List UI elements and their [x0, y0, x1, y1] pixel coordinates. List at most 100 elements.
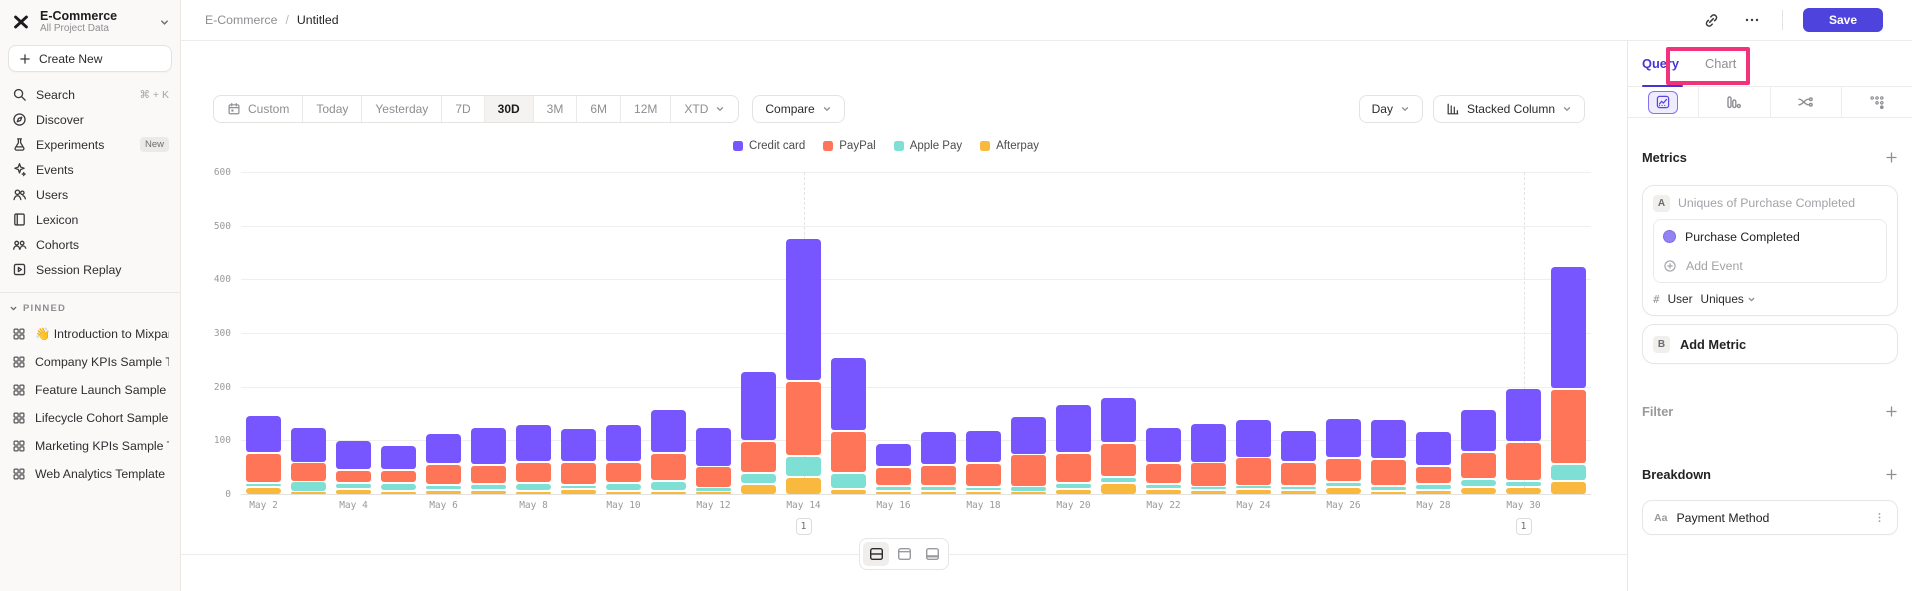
bar-segment-afterpay[interactable] — [335, 489, 372, 494]
kebab-menu-icon[interactable] — [1873, 511, 1886, 524]
create-new-button[interactable]: Create New — [8, 45, 172, 72]
date-range-7d[interactable]: 7D — [441, 96, 483, 122]
add-event-row[interactable]: Add Event — [1663, 251, 1877, 280]
bar-segment-afterpay[interactable] — [245, 487, 282, 494]
legend-item-apple-pay[interactable]: Apple Pay — [893, 140, 962, 152]
bar-segment-paypal[interactable] — [245, 453, 282, 482]
bar-segment-credit-card[interactable] — [1190, 424, 1227, 462]
chart-bar-may-23[interactable] — [1190, 423, 1227, 494]
bar-segment-afterpay[interactable] — [740, 484, 777, 494]
bar-segment-paypal[interactable] — [560, 462, 597, 484]
bar-segment-afterpay[interactable] — [650, 491, 687, 494]
bar-segment-afterpay[interactable] — [875, 491, 912, 494]
bar-segment-apple-pay[interactable] — [425, 485, 462, 489]
bar-segment-apple-pay[interactable] — [1235, 486, 1272, 488]
bar-segment-paypal[interactable] — [470, 465, 507, 483]
compare-button[interactable]: Compare — [752, 95, 845, 123]
more-options-button[interactable] — [1742, 10, 1762, 30]
chart-bar-may-21[interactable] — [1100, 396, 1137, 494]
bar-segment-credit-card[interactable] — [1055, 404, 1092, 452]
chart-bar-may-8[interactable] — [515, 423, 552, 494]
sidebar-item-session-replay[interactable]: Session Replay — [0, 257, 180, 282]
bar-segment-apple-pay[interactable] — [1055, 483, 1092, 488]
bar-segment-paypal[interactable] — [425, 464, 462, 484]
bar-segment-apple-pay[interactable] — [920, 486, 957, 490]
pinned-item-web-analytics-template[interactable]: Web Analytics Template — [0, 460, 180, 488]
chart-bar-may-6[interactable] — [425, 432, 462, 494]
bar-segment-apple-pay[interactable] — [380, 483, 417, 490]
bar-segment-afterpay[interactable] — [1145, 489, 1182, 494]
bar-segment-credit-card[interactable] — [650, 409, 687, 452]
bar-segment-apple-pay[interactable] — [1190, 487, 1227, 489]
count-type-select[interactable]: Uniques — [1701, 292, 1756, 306]
bar-segment-credit-card[interactable] — [425, 433, 462, 463]
layout-top-button[interactable] — [891, 542, 917, 566]
bar-segment-apple-pay[interactable] — [290, 482, 327, 491]
pinned-item-lifecycle-cohort-sample-template[interactable]: Lifecycle Cohort Sample Template — [0, 404, 180, 432]
bar-segment-apple-pay[interactable] — [740, 473, 777, 483]
pinned-item-feature-launch-sample-template[interactable]: Feature Launch Sample Template — [0, 376, 180, 404]
legend-item-paypal[interactable]: PayPal — [823, 140, 876, 152]
selected-event-row[interactable]: Purchase Completed — [1663, 222, 1877, 251]
bar-segment-paypal[interactable] — [1145, 463, 1182, 483]
bar-segment-credit-card[interactable] — [1235, 420, 1272, 457]
add-metric-plus-icon[interactable] — [1885, 151, 1898, 164]
bar-segment-apple-pay[interactable] — [830, 473, 867, 488]
bar-segment-afterpay[interactable] — [785, 477, 822, 494]
bar-segment-apple-pay[interactable] — [650, 481, 687, 490]
chart-bar-may-16[interactable] — [875, 442, 912, 494]
chart-bar-may-15[interactable] — [830, 356, 867, 494]
bar-segment-apple-pay[interactable] — [965, 487, 1002, 490]
chart-bar-may-20[interactable] — [1055, 403, 1092, 494]
bar-segment-afterpay[interactable] — [515, 491, 552, 494]
bar-segment-afterpay[interactable] — [1505, 487, 1542, 494]
bar-segment-paypal[interactable] — [1280, 462, 1317, 485]
bar-segment-credit-card[interactable] — [785, 238, 822, 380]
bar-segment-paypal[interactable] — [785, 381, 822, 455]
bar-segment-afterpay[interactable] — [1235, 489, 1272, 494]
chart-bar-may-29[interactable] — [1460, 408, 1497, 494]
bar-segment-paypal[interactable] — [605, 462, 642, 482]
bar-segment-credit-card[interactable] — [1100, 397, 1137, 442]
chart-bar-may-10[interactable] — [605, 423, 642, 494]
bar-segment-afterpay[interactable] — [1190, 490, 1227, 494]
bar-segment-credit-card[interactable] — [470, 427, 507, 464]
granularity-button[interactable]: Day — [1358, 95, 1423, 123]
bar-segment-credit-card[interactable] — [1325, 418, 1362, 457]
bar-segment-afterpay[interactable] — [1055, 489, 1092, 494]
bar-segment-apple-pay[interactable] — [785, 456, 822, 476]
bar-segment-credit-card[interactable] — [1370, 419, 1407, 458]
chart-type-button[interactable]: Stacked Column — [1432, 95, 1585, 123]
bar-segment-afterpay[interactable] — [965, 491, 1002, 494]
bar-segment-afterpay[interactable] — [290, 492, 327, 494]
chart-bar-may-5[interactable] — [380, 444, 417, 494]
bar-segment-credit-card[interactable] — [515, 424, 552, 461]
bar-segment-apple-pay[interactable] — [1550, 464, 1587, 480]
metric-summary-row[interactable]: A Uniques of Purchase Completed — [1653, 194, 1887, 212]
bar-segment-paypal[interactable] — [335, 470, 372, 482]
sidebar-item-discover[interactable]: Discover — [0, 107, 180, 132]
sidebar-item-events[interactable]: Events — [0, 157, 180, 182]
date-range-12m[interactable]: 12M — [620, 96, 670, 122]
bar-segment-afterpay[interactable] — [605, 491, 642, 494]
bar-segment-apple-pay[interactable] — [1505, 481, 1542, 486]
chart-bar-may-18[interactable] — [965, 429, 1002, 494]
chart-bar-may-11[interactable] — [650, 408, 687, 494]
bar-segment-paypal[interactable] — [920, 465, 957, 485]
bar-segment-apple-pay[interactable] — [695, 488, 732, 491]
date-range-30d[interactable]: 30D — [483, 96, 533, 122]
bar-segment-apple-pay[interactable] — [1280, 486, 1317, 489]
sidebar-item-experiments[interactable]: Experiments New — [0, 132, 180, 157]
bar-segment-afterpay[interactable] — [920, 491, 957, 494]
bar-segment-paypal[interactable] — [1100, 443, 1137, 476]
bar-segment-paypal[interactable] — [1370, 459, 1407, 485]
sidebar-item-lexicon[interactable]: Lexicon — [0, 207, 180, 232]
sidebar-item-search[interactable]: Search ⌘ + K — [0, 82, 180, 107]
bar-segment-paypal[interactable] — [695, 467, 732, 487]
bar-segment-paypal[interactable] — [1460, 452, 1497, 478]
pinned-item-company-kpis-sample-template[interactable]: Company KPIs Sample Template — [0, 348, 180, 376]
bar-segment-paypal[interactable] — [1010, 455, 1047, 486]
bar-segment-credit-card[interactable] — [1415, 431, 1452, 465]
copy-link-button[interactable] — [1701, 10, 1722, 31]
bar-segment-afterpay[interactable] — [1370, 491, 1407, 494]
